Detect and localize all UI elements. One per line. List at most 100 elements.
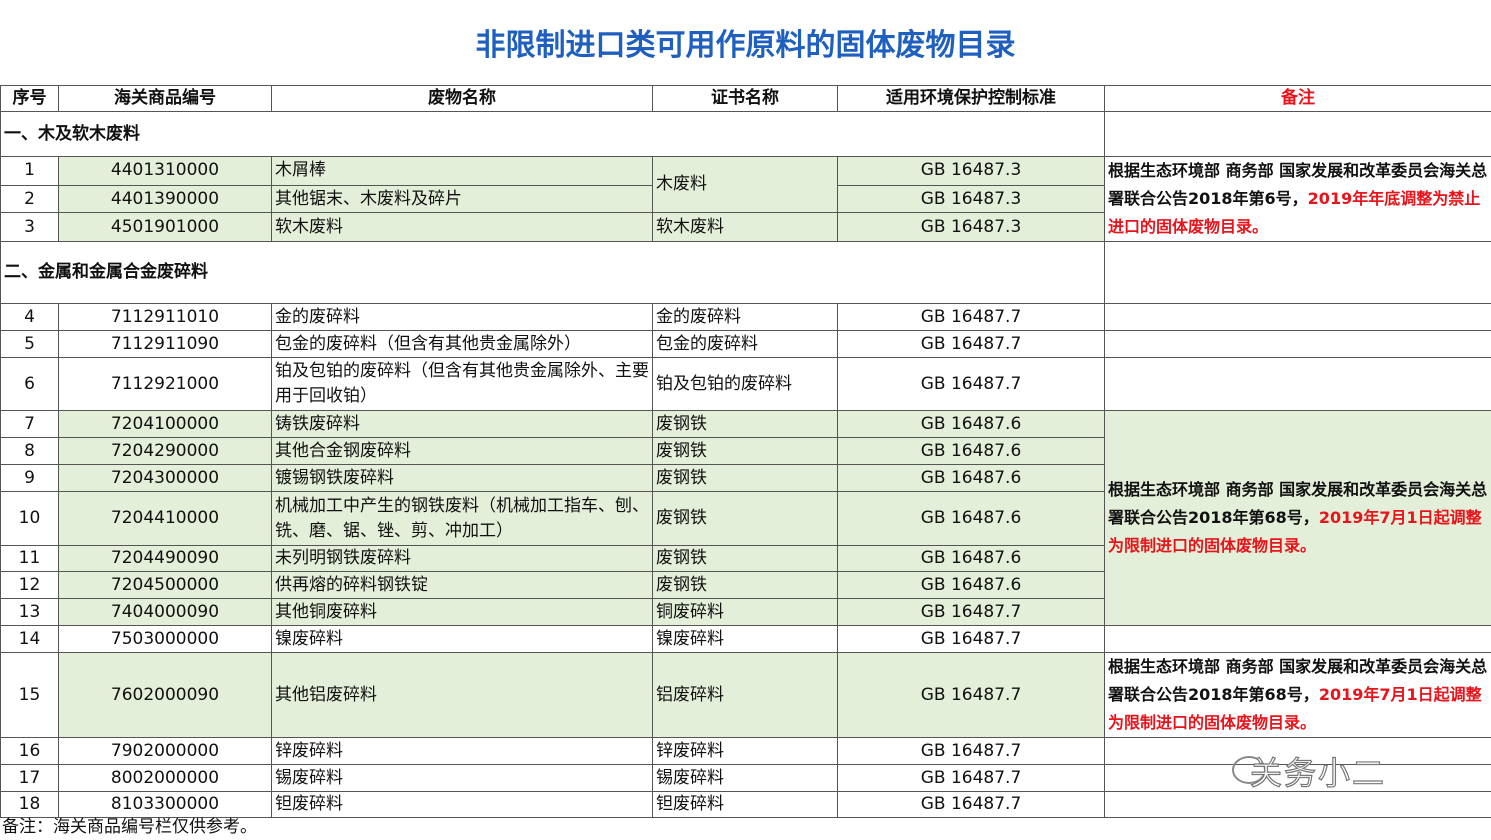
remark: 根据生态环境部 商务部 国家发展和改革委员会海关总署联合公告2018年第6号，2… <box>1104 156 1491 242</box>
hs-code: 8103300000 <box>58 791 272 818</box>
standard: GB 16487.7 <box>837 330 1105 358</box>
remark-text: 根据生态环境部 商务部 国家发展和改革委员会海关总署联合公告2018年第68号， <box>1108 480 1488 527</box>
remark-text: 根据生态环境部 商务部 国家发展和改革委员会海关总署联合公告2018年第6号， <box>1108 161 1488 208</box>
hs-code: 4401310000 <box>58 156 272 186</box>
remark-empty <box>1104 357 1491 411</box>
certificate-name: 软木废料 <box>652 212 838 242</box>
waste-name: 机械加工中产生的钢铁废料（机械加工指车、刨、铣、磨、锯、锉、剪、冲加工） <box>271 491 653 546</box>
standard: GB 16487.6 <box>837 491 1105 546</box>
remark: 根据生态环境部 商务部 国家发展和改革委员会海关总署联合公告2018年第68号，… <box>1104 410 1491 626</box>
waste-name: 其他锯末、木废料及碎片 <box>271 184 653 214</box>
standard: GB 16487.7 <box>837 625 1105 653</box>
standard: GB 16487.6 <box>837 545 1105 572</box>
row-number: 15 <box>0 652 59 738</box>
header-cell: 海关商品编号 <box>58 85 272 112</box>
certificate-name: 金的废碎料 <box>652 303 838 331</box>
row-number: 14 <box>0 625 59 653</box>
data-row: 15 7602000090 其他铝废碎料 铝废碎料 GB 16487.7 根据生态环境部 … <box>0 652 1491 738</box>
standard: GB 16487.3 <box>837 184 1105 214</box>
header-cell: 适用环境保护控制标准 <box>837 85 1105 112</box>
waste-name: 锌废碎料 <box>271 737 653 765</box>
footnote: 备注：海关商品编号栏仅供参考。 <box>2 817 257 837</box>
data-row: 18 8103300000 钽废碎料 钽废碎料 GB 16487.7 <box>0 791 1491 818</box>
watermark-icon <box>1232 756 1266 784</box>
data-row: 7 7204100000 铸铁废碎料 废钢铁 GB 16487.6 根据生态环境部 商务部… <box>0 410 1491 626</box>
hs-code: 7204490090 <box>58 545 272 572</box>
certificate-name: 废钢铁 <box>652 437 838 465</box>
row-number: 7 <box>0 410 59 438</box>
standard: GB 16487.6 <box>837 571 1105 599</box>
waste-name: 其他合金钢废碎料 <box>271 437 653 465</box>
certificate-name: 废钢铁 <box>652 491 838 546</box>
certificate-name: 废钢铁 <box>652 464 838 492</box>
header-row: 序号 海关商品编号 废物名称 证书名称 适用环境保护控制标准 备注 <box>0 85 1491 112</box>
section-row: 一、木及软木废料 <box>0 111 1491 157</box>
certificate-name: 钽废碎料 <box>652 791 838 818</box>
hs-code: 7204300000 <box>58 464 272 492</box>
row-number: 9 <box>0 464 59 492</box>
certificate-name: 废钢铁 <box>652 545 838 572</box>
waste-name: 铂及包铂的废碎料（但含有其他贵金属除外、主要用于回收铂） <box>271 357 653 411</box>
hs-code: 7902000000 <box>58 737 272 765</box>
data-row: 6 7112921000 铂及包铂的废碎料（但含有其他贵金属除外、主要用于回收铂）铂… <box>0 357 1491 411</box>
certificate-name: 铜废碎料 <box>652 598 838 626</box>
data-row: 17 8002000000 锡废碎料 锡废碎料 GB 16487.7 <box>0 764 1491 792</box>
row-number: 17 <box>0 764 59 792</box>
standard: GB 16487.7 <box>837 303 1105 331</box>
data-row: 10 7204410000 机械加工中产生的钢铁废料（机械加工指车、刨、铣、磨、锯、… <box>0 491 1491 546</box>
data-row: 2 4401390000 其他锯末、木废料及碎片 GB 16487.3 <box>0 184 1491 214</box>
certificate-name: 铝废碎料 <box>652 652 838 738</box>
hs-code: 7112911090 <box>58 330 272 358</box>
row-number: 18 <box>0 791 59 818</box>
watermark: 关务小二 <box>1249 753 1387 792</box>
hs-code: 7204100000 <box>58 410 272 438</box>
page-title: 非限制进口类可用作原料的固体废物目录 <box>475 28 1016 63</box>
certificate-name: 废钢铁 <box>652 571 838 599</box>
standard: GB 16487.7 <box>837 791 1105 818</box>
hs-code: 4401390000 <box>58 184 272 214</box>
hs-code: 7503000000 <box>58 625 272 653</box>
certificate-name: 铂及包铂的废碎料 <box>652 357 838 411</box>
standard: GB 16487.3 <box>837 156 1105 186</box>
data-row: 1 4401310000 木屑棒 木废料 GB 16487.3 根据生态环境部 商务部 国… <box>0 155 1491 242</box>
header-cell: 废物名称 <box>271 85 653 112</box>
waste-name: 金的废碎料 <box>271 303 653 331</box>
row-number: 5 <box>0 330 59 358</box>
row-number: 4 <box>0 303 59 331</box>
header-cell: 序号 <box>0 85 59 112</box>
waste-name: 锡废碎料 <box>271 764 653 792</box>
waste-name: 木屑棒 <box>271 156 653 186</box>
certificate-name: 木废料 <box>652 155 838 214</box>
hs-code: 7112921000 <box>58 357 272 411</box>
waste-name: 其他铝废碎料 <box>271 652 653 738</box>
section-row: 二、金属和金属合金废碎料 <box>0 241 1491 304</box>
waste-name: 其他铜废碎料 <box>271 598 653 626</box>
remark-empty <box>1104 330 1491 358</box>
certificate-name: 锡废碎料 <box>652 764 838 792</box>
waste-name: 供再熔的碎料钢铁锭 <box>271 571 653 599</box>
standard: GB 16487.3 <box>837 212 1105 242</box>
data-row: 4 7112911010 金的废碎料 金的废碎料 GB 16487.7 <box>0 303 1491 331</box>
header-cell: 证书名称 <box>652 85 838 112</box>
remark-empty <box>1104 737 1491 765</box>
remark-highlight: 2019年7月1日起调整为限制进口的固体废物目录。 <box>1108 685 1482 732</box>
certificate-name: 锌废碎料 <box>652 737 838 765</box>
certificate-name: 包金的废碎料 <box>652 330 838 358</box>
row-number: 12 <box>0 571 59 599</box>
waste-name: 铸铁废碎料 <box>271 410 653 438</box>
data-row: 9 7204300000 镀锡钢铁废碎料 废钢铁 GB 16487.6 <box>0 464 1491 492</box>
data-row: 16 7902000000 锌废碎料 锌废碎料 GB 16487.7 <box>0 737 1491 765</box>
standard: GB 16487.7 <box>837 652 1105 738</box>
standard: GB 16487.7 <box>837 737 1105 765</box>
remark: 根据生态环境部 商务部 国家发展和改革委员会海关总署联合公告2018年第68号，… <box>1104 652 1491 738</box>
data-row: 12 7204500000 供再熔的碎料钢铁锭 废钢铁 GB 16487.6 <box>0 571 1491 599</box>
row-number: 16 <box>0 737 59 765</box>
hs-code: 7404000090 <box>58 598 272 626</box>
waste-name: 软木废料 <box>271 212 653 242</box>
remark-highlight: 2019年年底调整为禁止进口的固体废物目录。 <box>1108 189 1481 236</box>
header-cell: 备注 <box>1104 85 1491 112</box>
data-row: 14 7503000000 镍废碎料 镍废碎料 GB 16487.7 <box>0 625 1491 653</box>
waste-name: 包金的废碎料（但含有其他贵金属除外） <box>271 330 653 358</box>
section-heading: 一、木及软木废料 <box>0 111 1105 157</box>
